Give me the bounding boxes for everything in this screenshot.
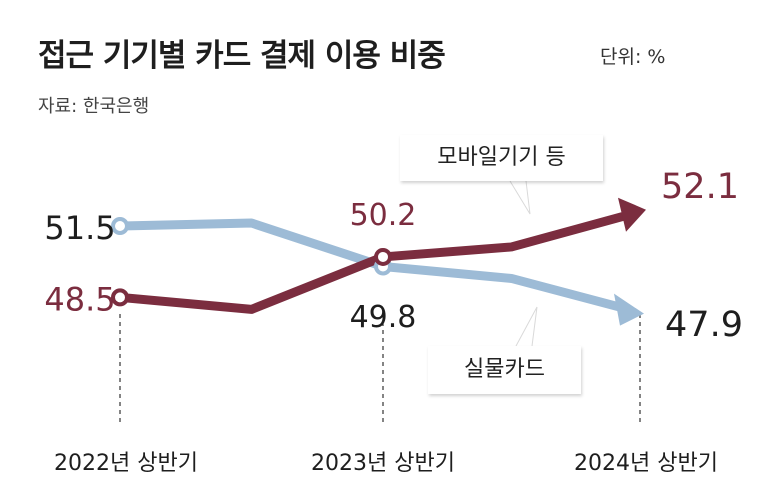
mobile-callout-pointer-edge [509,180,531,215]
physical-callout-pointer [514,307,537,347]
mobile-callout-pointer [508,180,530,214]
mobile-label-2: 50.2 [350,198,417,233]
physical-series-arrowhead [614,293,644,326]
mobile-label-3: 52.1 [661,167,739,207]
physical-series-callout: 실물카드 [428,346,581,394]
physical-callout-pointer-edge [515,306,538,347]
mobile-point-2 [374,247,392,266]
unit-label: 단위: % [600,46,666,68]
physical-label-2: 49.8 [350,300,417,335]
physical-label-3: 47.9 [665,305,743,345]
physical-label-1: 51.5 [44,209,115,247]
x-category-label-3: 2024년 상반기 [574,451,718,476]
mobile-series-callout: 모바일기기 등 [400,135,603,181]
chart-title: 접근 기기별 카드 결제 이용 비중 [38,38,446,74]
source-label: 자료: 한국은행 [38,96,150,117]
x-category-label-1: 2022년 상반기 [54,451,198,476]
mobile-label-1: 48.5 [44,280,115,318]
physical-point-1 [111,217,129,235]
mobile-point-1 [111,288,129,307]
x-category-label-2: 2023년 상반기 [311,451,455,476]
mobile-series-arrowhead [618,197,646,232]
